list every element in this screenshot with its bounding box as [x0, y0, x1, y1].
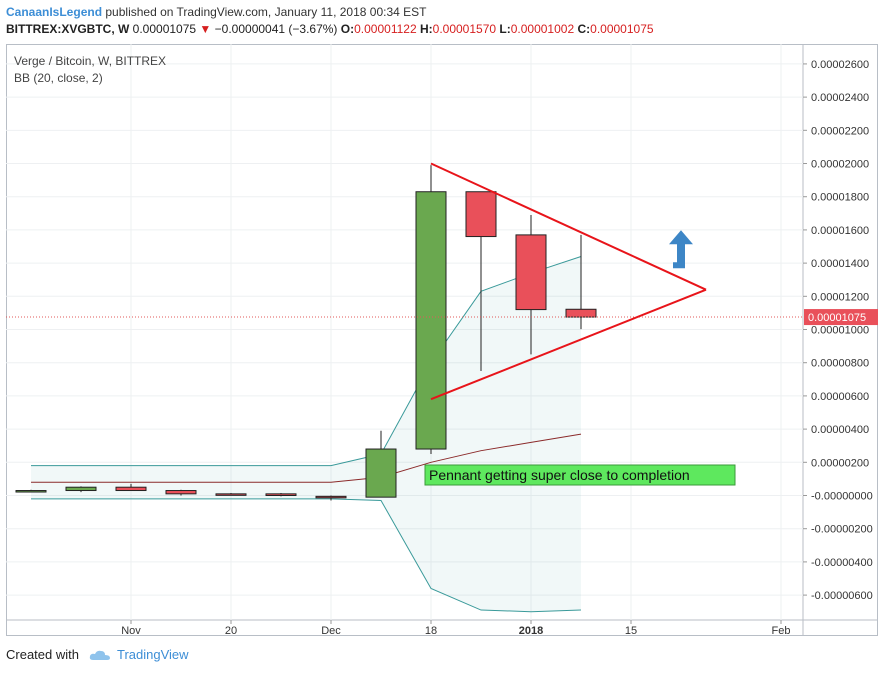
publish-info: published on TradingView.com, January 11… — [105, 5, 427, 19]
y-tick-label: 0.00000200 — [811, 457, 869, 469]
close-value: 0.00001075 — [590, 22, 654, 36]
candle-down — [515, 234, 547, 311]
indicator-label: BB (20, close, 2) — [14, 71, 103, 85]
down-triangle-icon: ▼ — [199, 22, 212, 36]
y-axis: 0.00002600 0.00002400 0.00002200 0.00002000… — [803, 59, 873, 602]
y-tick-label: 0.00000800 — [811, 358, 869, 370]
last-price-label: 0.00001075 — [808, 312, 866, 324]
y-tick-label: 0.00002000 — [811, 159, 869, 171]
y-tick-label: 0.00001400 — [811, 258, 869, 270]
candle-up — [365, 448, 397, 498]
ticker-change: −0.00000041 (−3.67%) — [214, 22, 338, 36]
bb-basis-line — [31, 433, 582, 483]
author-link[interactable]: CanaanIsLegend — [6, 5, 103, 19]
y-tick-label: 0.00002200 — [811, 125, 869, 137]
bb-upper-line — [31, 255, 582, 467]
pennant-upper-line — [430, 162, 707, 291]
pennant-lower-line — [430, 288, 707, 401]
annotation-text: Pennant getting super close to completio… — [429, 467, 690, 483]
high-label: H: — [419, 22, 433, 36]
created-with-label: Created with — [6, 647, 79, 662]
candle-down — [165, 490, 197, 495]
y-tick-label: -0.00000000 — [811, 491, 873, 503]
candle-down — [115, 486, 147, 492]
open-label: O: — [340, 22, 355, 36]
y-tick-label: -0.00000600 — [811, 590, 873, 602]
x-tick-label: Dec — [321, 625, 341, 636]
candle-up — [15, 490, 47, 493]
bb-fill — [31, 256, 581, 612]
y-tick-label: 0.00002400 — [811, 92, 869, 104]
chart-frame — [6, 44, 878, 636]
candle-down — [215, 493, 247, 496]
footer: Created with TradingView — [6, 647, 189, 662]
chart-title: Verge / Bitcoin, W, BITTREX — [14, 54, 166, 68]
candle-up — [65, 486, 97, 492]
bb-lower-line — [31, 498, 582, 613]
y-tick-label: 0.00001600 — [811, 225, 869, 237]
candle-down — [565, 308, 597, 318]
y-tick-label: 0.00000600 — [811, 391, 869, 403]
ticker-row: BITTREX:XVGBTC, W 0.00001075 ▼ −0.000000… — [6, 21, 654, 37]
drawings: 0.00001075 Pennant getting super close to… — [6, 162, 878, 486]
annotation-box — [424, 464, 736, 486]
high-value: 0.00001570 — [432, 22, 497, 36]
publish-header: CanaanIsLegend published on TradingView.… — [6, 4, 426, 20]
y-tick-label: 0.00001800 — [811, 192, 869, 204]
low-value: 0.00001002 — [510, 22, 575, 36]
grid — [6, 44, 878, 636]
x-tick-label: 20 — [225, 625, 237, 636]
price-chart[interactable]: 0.00001075 Pennant getting super close to… — [6, 44, 878, 636]
x-axis: Nov 20 Dec 18 2018 15 Feb — [121, 620, 790, 636]
close-label: C: — [577, 22, 591, 36]
low-label: L: — [499, 22, 511, 36]
open-value: 0.00001122 — [354, 22, 417, 36]
y-tick-label: 0.00001200 — [811, 291, 869, 303]
x-tick-label: Feb — [772, 625, 791, 636]
y-tick-label: 0.00002600 — [811, 59, 869, 71]
candle-down — [315, 495, 347, 499]
y-tick-label: 0.00000400 — [811, 424, 869, 436]
x-tick-label: 18 — [425, 625, 437, 636]
ticker-price: 0.00001075 — [132, 22, 197, 36]
y-tick-label: 0.00001000 — [811, 325, 869, 337]
x-tick-label: 2018 — [519, 625, 543, 636]
y-tick-label: -0.00000200 — [811, 524, 873, 536]
tradingview-link[interactable]: TradingView — [116, 647, 189, 662]
y-tick-label: -0.00000400 — [811, 557, 873, 569]
candle-down — [265, 493, 297, 497]
last-price-badge — [804, 309, 878, 326]
x-tick-label: Nov — [121, 625, 141, 636]
up-arrow-icon — [669, 230, 693, 269]
candle-up — [415, 191, 447, 450]
tradingview-cloud-icon — [89, 650, 110, 660]
candle-down — [465, 191, 497, 238]
bollinger-bands — [31, 255, 582, 613]
x-tick-label: 15 — [625, 625, 637, 636]
ticker-symbol: BITTREX:XVGBTC, W — [6, 22, 130, 36]
candles — [15, 165, 597, 501]
